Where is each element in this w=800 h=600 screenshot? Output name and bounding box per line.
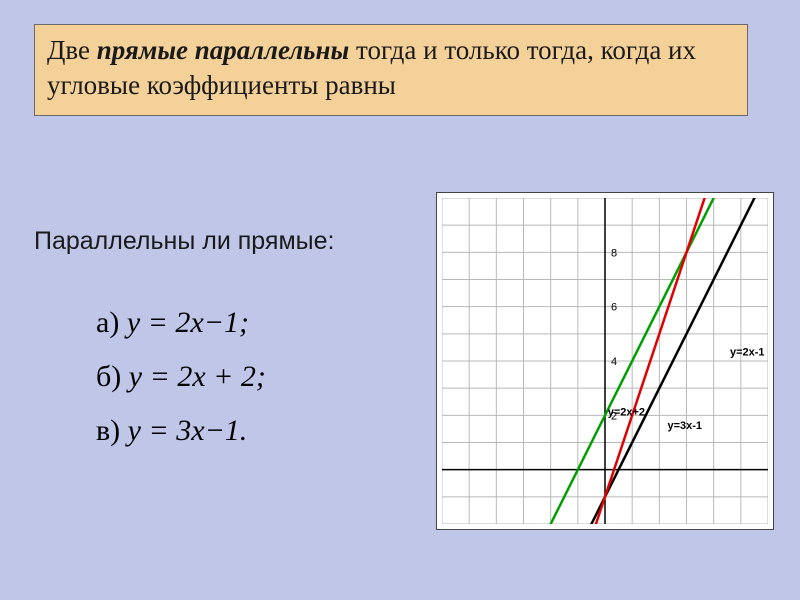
svg-text:y=3x-1: y=3x-1 [667, 420, 702, 432]
question-text: Параллельны ли прямые: [34, 227, 334, 256]
equations-block: а) y = 2x−1; б) y = 2x + 2; в) y = 3x−1. [96, 296, 266, 458]
chart-svg: 2468y=2x-1y=2x+2y=3x-1 [442, 198, 768, 524]
equation-c: в) y = 3x−1. [96, 404, 266, 458]
svg-text:y=2x+2: y=2x+2 [608, 406, 645, 418]
svg-text:y=2x-1: y=2x-1 [730, 347, 765, 359]
eq-a-math: y = 2x−1; [127, 306, 249, 339]
eq-c-math: y = 3x−1. [128, 414, 248, 447]
svg-text:8: 8 [611, 247, 617, 259]
theorem-text: Две прямые параллельны тогда и только то… [47, 33, 735, 103]
theorem-prefix: Две [47, 35, 97, 65]
eq-c-label: в) [96, 414, 128, 447]
theorem-box: Две прямые параллельны тогда и только то… [34, 24, 748, 116]
theorem-emph: прямые параллельны [97, 35, 350, 65]
equation-a: а) y = 2x−1; [96, 296, 266, 350]
eq-a-label: а) [96, 306, 127, 339]
svg-text:4: 4 [611, 356, 617, 368]
equation-b: б) y = 2x + 2; [96, 350, 266, 404]
eq-b-math: y = 2x + 2; [129, 360, 266, 393]
eq-b-label: б) [96, 360, 129, 393]
chart-container: 2468y=2x-1y=2x+2y=3x-1 [436, 192, 774, 530]
svg-text:6: 6 [611, 302, 617, 314]
